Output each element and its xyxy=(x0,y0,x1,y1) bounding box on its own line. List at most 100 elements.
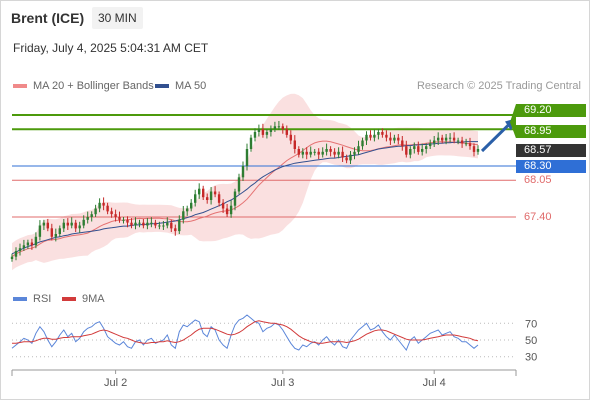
candle-body xyxy=(417,146,420,152)
candle-body xyxy=(237,177,241,192)
candle-body xyxy=(277,126,281,128)
candle-body xyxy=(233,191,237,206)
candle-body xyxy=(353,151,356,155)
candle-body xyxy=(317,151,320,155)
candle-body xyxy=(106,205,109,212)
candle-body xyxy=(405,146,408,155)
candle-body xyxy=(448,137,452,139)
level-tag-support-1: 68.05 xyxy=(524,173,552,186)
candle-body xyxy=(441,137,444,141)
candle-body xyxy=(182,211,185,220)
candle-body xyxy=(14,251,18,257)
legend-label-bollinger: MA 20 + Bollinger Bands xyxy=(33,80,154,92)
candle-body xyxy=(468,143,472,147)
candle-body xyxy=(337,151,340,155)
candle-body xyxy=(393,137,396,141)
candle-body xyxy=(10,256,14,259)
candle-body xyxy=(162,225,165,227)
candle-body xyxy=(174,228,177,232)
candle-body xyxy=(217,194,221,203)
legend-swatch-bollinger xyxy=(13,84,27,89)
legend-swatch-ma50 xyxy=(155,84,169,89)
candle-body xyxy=(401,140,404,147)
candle-body xyxy=(377,132,380,135)
candle-body xyxy=(421,149,424,152)
x-axis-label: Jul 2 xyxy=(104,377,127,389)
candle-body xyxy=(229,205,233,215)
candle-body xyxy=(154,222,157,226)
candle-body xyxy=(309,151,312,155)
candle-body xyxy=(74,222,77,229)
candle-body xyxy=(245,149,249,166)
candle-body xyxy=(476,149,480,152)
candle-body xyxy=(385,134,388,138)
candle-body xyxy=(66,222,69,226)
candle-body xyxy=(198,188,201,195)
candle-body xyxy=(202,188,205,198)
candle-body xyxy=(118,217,121,220)
candle-body xyxy=(321,151,324,155)
candle-body xyxy=(146,222,149,226)
level-tag-resistance-1: 68.95 xyxy=(516,125,586,139)
candle-body xyxy=(289,134,292,141)
candle-body xyxy=(122,219,125,221)
candle-body xyxy=(313,151,316,153)
candle-body xyxy=(82,219,85,226)
candle-body xyxy=(257,129,261,132)
candle-body xyxy=(78,225,81,229)
x-axis-label: Jul 3 xyxy=(271,377,294,389)
candle-body xyxy=(126,219,129,223)
rsi-tick-label: 70 xyxy=(525,318,537,330)
candle-body xyxy=(190,202,193,209)
instrument-title: Brent (ICE) xyxy=(11,10,85,26)
candle-body xyxy=(54,234,57,237)
candle-body xyxy=(150,222,153,224)
ma50-line xyxy=(11,141,478,255)
candle-body xyxy=(42,222,46,226)
candle-body xyxy=(86,217,89,220)
candle-body xyxy=(301,151,304,155)
ma20-line xyxy=(11,140,479,258)
interval-selector[interactable]: 30 MIN xyxy=(92,7,143,29)
candle-body xyxy=(349,154,352,161)
candle-body xyxy=(265,132,269,135)
candle-body xyxy=(456,140,460,142)
candle-body xyxy=(22,245,26,249)
candle-body xyxy=(134,222,137,226)
legend-label-ma50: MA 50 xyxy=(175,80,207,92)
candle-body xyxy=(38,225,42,237)
candle-body xyxy=(444,137,448,141)
resistance-tag-tip xyxy=(510,104,516,139)
candle-body xyxy=(464,143,468,145)
x-axis-label: Jul 4 xyxy=(423,377,446,389)
candle-body xyxy=(26,242,30,246)
candle-body xyxy=(437,137,440,141)
candle-body xyxy=(472,146,476,152)
candle-body xyxy=(341,151,344,158)
candle-body xyxy=(94,208,97,215)
candle-body xyxy=(194,194,197,203)
candle-body xyxy=(305,151,308,155)
candle-body xyxy=(170,222,173,229)
candle-body xyxy=(138,222,141,224)
candle-body xyxy=(281,126,284,130)
candle-body xyxy=(429,143,432,147)
candle-body xyxy=(365,134,368,141)
candle-body xyxy=(397,137,400,141)
candle-body xyxy=(46,222,49,229)
candle-body xyxy=(213,191,217,195)
chart-header: Brent (ICE) 30 MIN xyxy=(0,0,590,36)
candle-body xyxy=(225,208,229,215)
candle-body xyxy=(269,129,273,132)
legend-swatch-rsi xyxy=(13,297,27,302)
candle-body xyxy=(333,151,336,155)
research-credit: Research © 2025 Trading Central xyxy=(416,80,581,92)
candle-body xyxy=(90,214,93,217)
candle-body xyxy=(381,132,384,135)
legend-label-rsi-ma: 9MA xyxy=(82,293,105,305)
candle-body xyxy=(345,157,348,161)
bollinger-band xyxy=(12,93,478,271)
legend-bollinger: MA 20 + Bollinger Bands xyxy=(13,80,154,92)
candle-body xyxy=(297,149,300,155)
legend-rsi-ma: 9MA xyxy=(62,293,105,305)
